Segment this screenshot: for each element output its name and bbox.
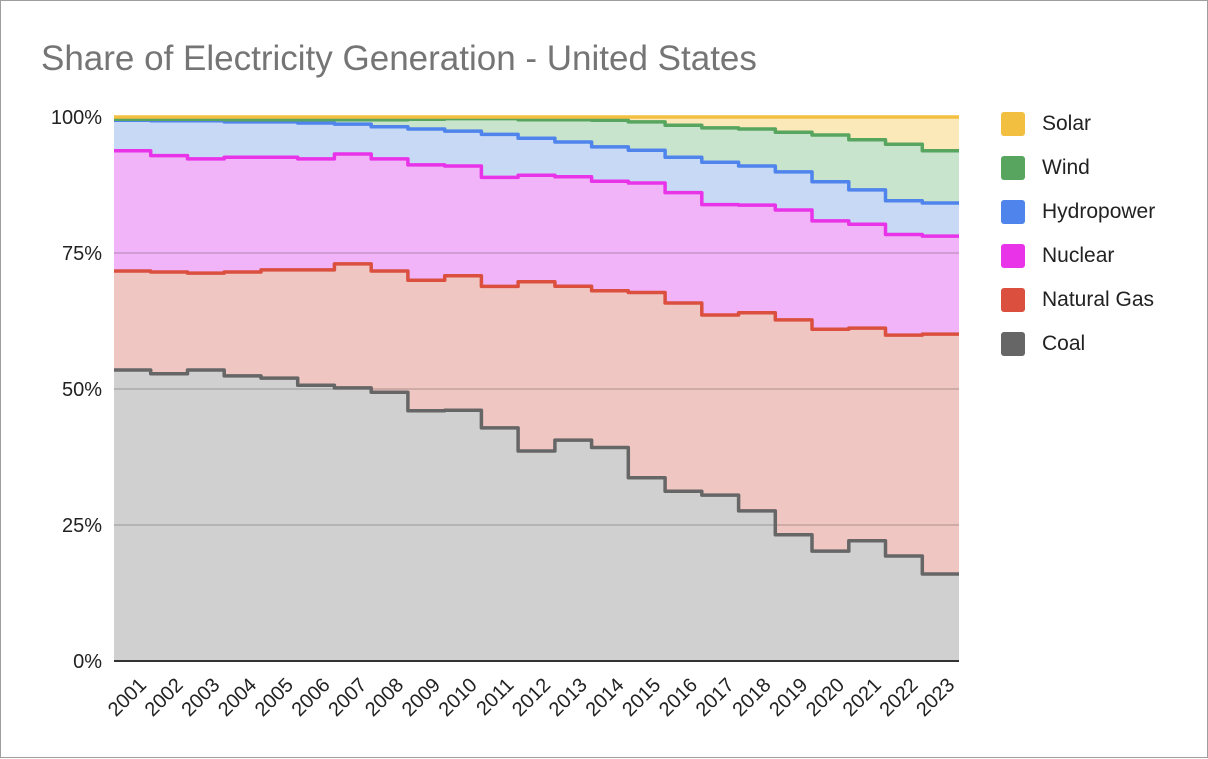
legend-label: Wind [1042,156,1090,179]
legend-label: Natural Gas [1042,288,1155,311]
x-tick-label: 2023 [912,674,959,721]
x-tick-label: 2019 [765,674,812,721]
x-tick-label: 2020 [802,674,849,721]
y-tick-label: 25% [62,515,102,537]
area-solar [114,117,959,151]
legend-label: Solar [1042,112,1092,135]
legend-item-solar[interactable]: Solar [1001,102,1155,146]
legend-label: Nuclear [1042,244,1115,267]
x-tick-label: 2021 [839,674,886,721]
legend-item-coal[interactable]: Coal [1001,322,1155,366]
area-natural-gas [114,263,959,574]
area-nuclear [114,150,959,336]
area-hydropower [114,120,959,237]
legend: Solar Wind Hydropower Nuclear Natural Ga… [1001,102,1155,366]
x-tick-label: 2001 [104,674,151,721]
area-coal [114,370,959,661]
x-tick-label: 2008 [361,674,408,721]
x-tick-label: 2009 [398,674,445,721]
y-tick-label: 50% [62,379,102,401]
legend-label: Hydropower [1042,200,1156,223]
y-tick-label: 75% [62,243,102,265]
area-wind [114,118,959,203]
legend-swatch-natural-gas [1001,288,1025,312]
legend-item-hydropower[interactable]: Hydropower [1001,190,1155,234]
x-tick-label: 2014 [582,674,629,721]
line-hydropower [114,118,959,205]
chart-title: Share of Electricity Generation - United… [41,39,757,78]
line-natural-gas [114,262,959,337]
y-tick-label: 100% [51,107,102,129]
x-tick-label: 2013 [545,674,592,721]
x-tick-label: 2004 [214,674,261,721]
x-tick-label: 2006 [288,674,335,721]
legend-label: Coal [1042,332,1086,355]
line-coal [114,368,959,576]
legend-item-wind[interactable]: Wind [1001,146,1155,190]
x-tick-label: 2010 [435,674,482,721]
legend-item-nuclear[interactable]: Nuclear [1001,234,1155,278]
x-tick-label: 2015 [618,674,665,721]
x-tick-label: 2022 [875,674,922,721]
x-tick-label: 2011 [472,674,518,720]
x-tick-label: 2016 [655,674,702,721]
y-tick-label: 0% [73,651,102,673]
line-nuclear [114,148,959,238]
x-tick-label: 2007 [324,674,371,721]
legend-swatch-nuclear [1001,244,1025,268]
legend-swatch-coal [1001,332,1025,356]
x-tick-label: 2017 [692,674,739,721]
x-tick-label: 2018 [729,674,776,721]
legend-swatch-wind [1001,156,1025,180]
x-tick-label: 2012 [508,674,555,721]
x-tick-label: 2002 [141,674,188,721]
line-wind [114,116,959,153]
x-tick-label: 2005 [251,674,298,721]
legend-swatch-solar [1001,112,1025,136]
x-tick-label: 2003 [177,674,224,721]
legend-item-natural-gas[interactable]: Natural Gas [1001,278,1155,322]
legend-swatch-hydropower [1001,200,1025,224]
